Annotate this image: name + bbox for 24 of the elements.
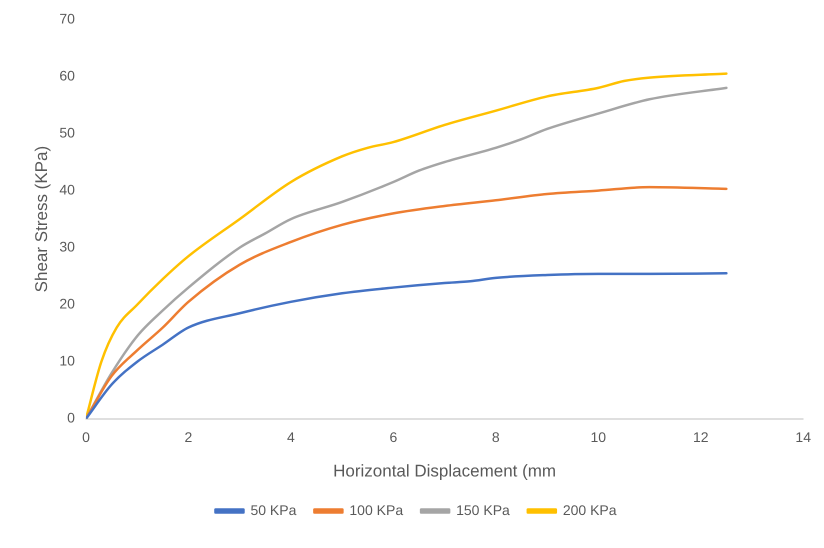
x-tick-label: 6 [389,429,398,446]
x-tick-label: 4 [287,429,295,446]
legend-label: 200 KPa [562,502,617,518]
y-tick-label: 50 [59,124,76,140]
y-tick-label: 40 [59,181,76,198]
x-axis-title: Horizontal Displacement (mm [333,461,556,480]
x-tick-label: 8 [492,429,500,446]
legend-label: 50 KPa [250,502,297,518]
y-tick-label: 30 [59,238,76,254]
x-tick-label: 12 [692,429,709,446]
legend-label: 100 KPa [349,502,404,518]
y-tick-label: 20 [59,296,76,312]
legend-label: 150 KPa [456,502,510,518]
x-tick-label: 14 [795,429,812,446]
y-tick-label: 10 [59,352,76,369]
x-tick-label: 2 [184,429,193,446]
line-series [86,186,728,419]
y-axis-title: Shear Stress (KPa) [32,146,51,292]
x-tick-label: 0 [82,429,90,446]
line-series [86,272,728,419]
x-tick-label: 10 [590,429,606,446]
y-tick-label: 60 [59,67,76,84]
y-tick-label: 0 [67,410,76,426]
y-tick-label: 70 [59,10,76,26]
